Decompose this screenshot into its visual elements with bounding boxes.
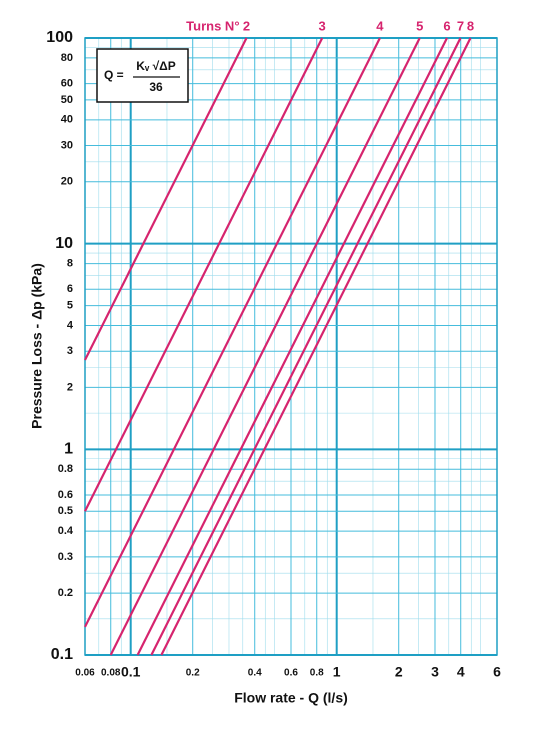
x-tick-label: 0.4 (248, 668, 262, 679)
y-tick-label: 100 (46, 29, 73, 46)
x-tick-label: 3 (431, 664, 439, 680)
y-tick-label: 0.6 (58, 489, 73, 501)
series-line (84, 37, 324, 512)
x-tick-label: 2 (395, 664, 403, 680)
x-tick-label: 0.08 (101, 668, 121, 679)
series-label: 2 (243, 18, 250, 33)
plot-frame (84, 37, 498, 656)
y-tick-label: 80 (61, 52, 73, 64)
y-axis-label: Pressure Loss - Δp (kPa) (29, 263, 45, 429)
y-tick-label: 2 (67, 381, 73, 393)
series-label: 5 (416, 18, 423, 33)
y-tick-label: 0.4 (58, 525, 74, 537)
series-line (109, 37, 421, 656)
series-label: 6 (443, 18, 450, 33)
y-tick-label: 6 (67, 283, 73, 295)
y-tick-label: 0.3 (58, 551, 73, 563)
y-tick-label: 0.5 (58, 505, 73, 517)
series-label: 3 (319, 18, 326, 33)
y-tick-label: 50 (61, 94, 73, 106)
turns-label: Turns N° (186, 18, 239, 33)
y-tick-label: 1 (64, 441, 73, 458)
formula-numerator: Kᵥ √ΔP (136, 59, 176, 73)
y-tick-label: 60 (61, 78, 73, 90)
series-label: 4 (376, 18, 384, 33)
y-tick-label: 3 (67, 345, 73, 357)
y-tick-label: 5 (67, 299, 73, 311)
y-tick-label: 10 (55, 235, 73, 252)
x-axis-label: Flow rate - Q (l/s) (234, 690, 348, 706)
y-tick-label: 20 (61, 176, 73, 188)
formula-lhs: Q = (104, 68, 124, 82)
y-tick-label: 0.2 (58, 587, 73, 599)
series-line (84, 37, 248, 361)
y-tick-label: 40 (61, 114, 73, 126)
series-label: 8 (467, 18, 474, 33)
series-line (160, 37, 472, 656)
series-line (150, 37, 462, 656)
x-tick-label: 0.1 (121, 664, 141, 680)
y-tick-label: 0.8 (58, 463, 73, 475)
y-tick-label: 30 (61, 139, 73, 151)
x-tick-label: 6 (493, 664, 501, 680)
x-tick-label: 0.06 (75, 668, 95, 679)
x-tick-label: 0.6 (284, 668, 298, 679)
x-tick-label: 0.2 (186, 668, 200, 679)
x-tick-label: 0.8 (310, 668, 324, 679)
series-line (84, 37, 381, 628)
series-label: 7 (457, 18, 464, 33)
y-tick-label: 4 (67, 319, 74, 331)
y-tick-label: 0.1 (51, 646, 73, 663)
formula-denominator: 36 (149, 80, 163, 94)
series-line (136, 37, 448, 656)
y-tick-label: 8 (67, 258, 73, 270)
formula-box (96, 48, 189, 103)
x-tick-label: 4 (457, 664, 465, 680)
x-tick-label: 1 (333, 664, 341, 680)
